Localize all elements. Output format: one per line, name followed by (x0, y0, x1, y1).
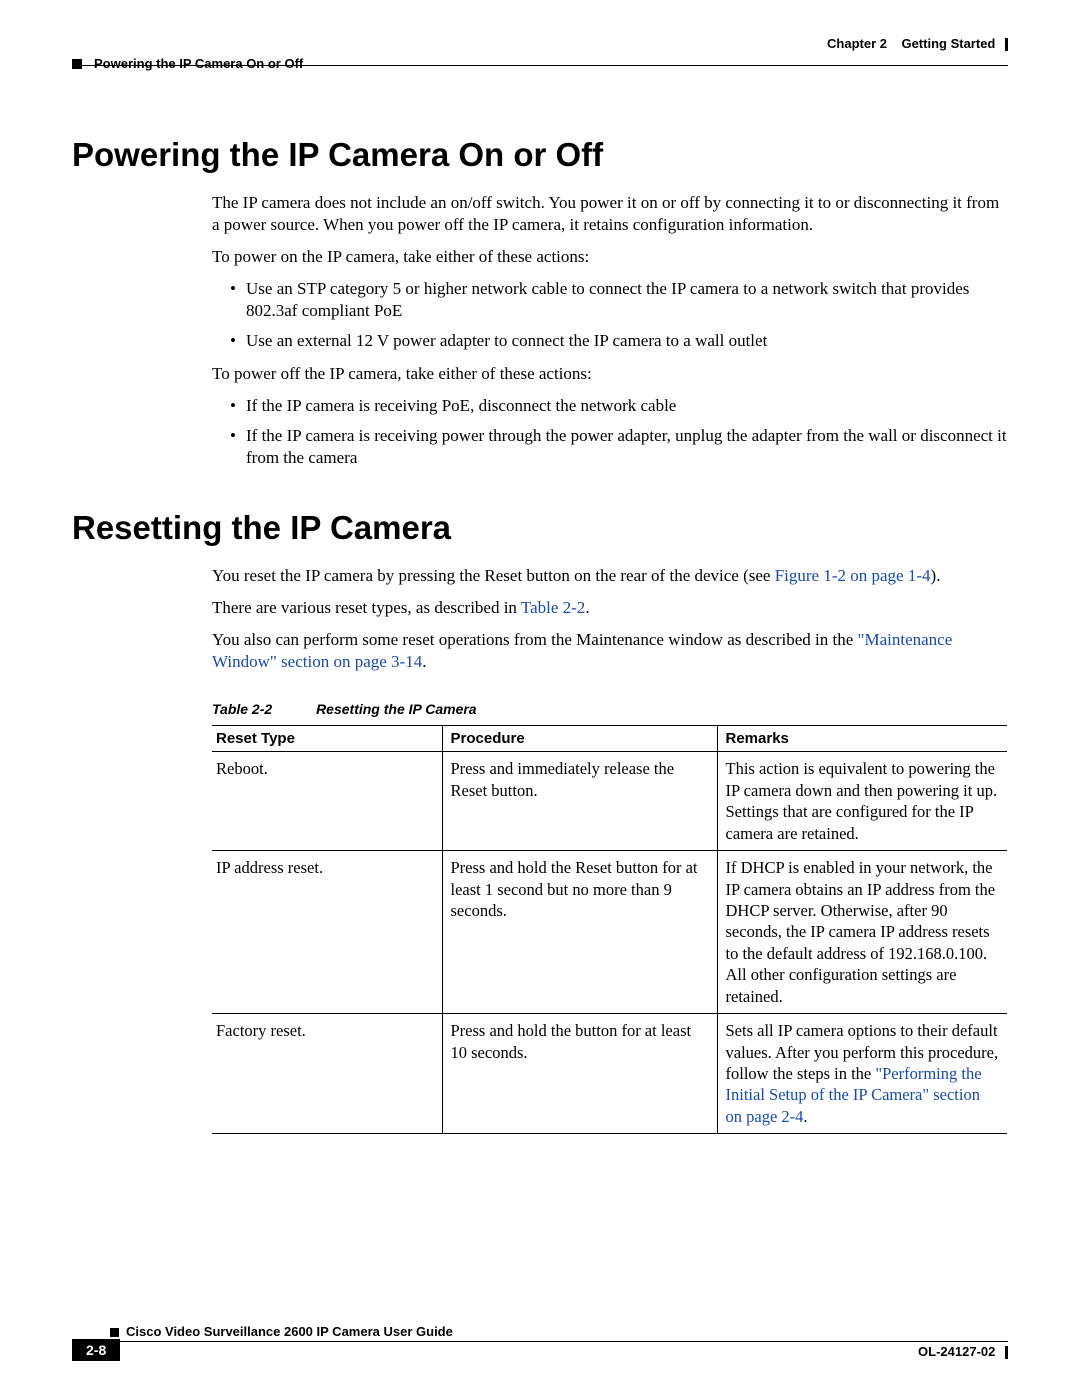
col-procedure: Procedure (442, 726, 717, 752)
power-section-body: The IP camera does not include an on/off… (212, 192, 1008, 469)
table-title: Resetting the IP Camera (316, 701, 477, 717)
link-table-2-2[interactable]: Table 2-2 (521, 598, 585, 617)
cell-procedure: Press and hold the button for at least 1… (442, 1014, 717, 1134)
table-caption: Table 2-2 Resetting the IP Camera (212, 701, 1008, 717)
heading-resetting: Resetting the IP Camera (72, 509, 1008, 547)
header-section: Powering the IP Camera On or Off (72, 56, 303, 71)
reset-p3: You also can perform some reset operatio… (212, 629, 1008, 673)
heading-powering: Powering the IP Camera On or Off (72, 136, 1008, 174)
footer-doc-title: Cisco Video Surveillance 2600 IP Camera … (126, 1324, 453, 1339)
cell-reset-type: Factory reset. (212, 1014, 442, 1134)
reset-p1: You reset the IP camera by pressing the … (212, 565, 1008, 587)
cell-reset-type: Reboot. (212, 752, 442, 851)
list-item: Use an STP category 5 or higher network … (230, 278, 1008, 322)
header-bar-icon (1005, 38, 1008, 51)
table-header-row: Reset Type Procedure Remarks (212, 726, 1007, 752)
square-icon (72, 59, 82, 69)
power-p1: The IP camera does not include an on/off… (212, 192, 1008, 236)
table-row: Reboot. Press and immediately release th… (212, 752, 1007, 851)
power-p3: To power off the IP camera, take either … (212, 363, 1008, 385)
col-remarks: Remarks (717, 726, 1007, 752)
reset-section-body: You reset the IP camera by pressing the … (212, 565, 1008, 673)
cell-remarks: Sets all IP camera options to their defa… (717, 1014, 1007, 1134)
list-item: Use an external 12 V power adapter to co… (230, 330, 1008, 352)
footer-doc-id: OL-24127-02 (918, 1344, 1008, 1359)
chapter-title: Getting Started (901, 36, 995, 51)
col-reset-type: Reset Type (212, 726, 442, 752)
link-figure-1-2[interactable]: Figure 1-2 on page 1-4 (775, 566, 931, 585)
cell-remarks: This action is equivalent to powering th… (717, 752, 1007, 851)
page-number: 2-8 (72, 1339, 120, 1361)
header-chapter: Chapter 2 Getting Started (827, 36, 1008, 51)
cell-remarks: If DHCP is enabled in your network, the … (717, 851, 1007, 1014)
table-row: IP address reset. Press and hold the Res… (212, 851, 1007, 1014)
reset-p2: There are various reset types, as descri… (212, 597, 1008, 619)
reset-table: Reset Type Procedure Remarks Reboot. Pre… (212, 725, 1007, 1134)
power-p2: To power on the IP camera, take either o… (212, 246, 1008, 268)
table-row: Factory reset. Press and hold the button… (212, 1014, 1007, 1134)
page-footer: Cisco Video Surveillance 2600 IP Camera … (72, 1341, 1008, 1361)
square-icon (110, 1328, 119, 1337)
cell-procedure: Press and hold the Reset button for at l… (442, 851, 717, 1014)
cell-procedure: Press and immediately release the Reset … (442, 752, 717, 851)
cell-reset-type: IP address reset. (212, 851, 442, 1014)
list-item: If the IP camera is receiving power thro… (230, 425, 1008, 469)
chapter-label: Chapter 2 (827, 36, 887, 51)
power-off-list: If the IP camera is receiving PoE, disco… (230, 395, 1008, 469)
section-title: Powering the IP Camera On or Off (94, 56, 303, 71)
table-number: Table 2-2 (212, 701, 272, 717)
footer-bar-icon (1005, 1346, 1008, 1359)
power-on-list: Use an STP category 5 or higher network … (230, 278, 1008, 352)
list-item: If the IP camera is receiving PoE, disco… (230, 395, 1008, 417)
page-header: Chapter 2 Getting Started Powering the I… (72, 36, 1008, 66)
